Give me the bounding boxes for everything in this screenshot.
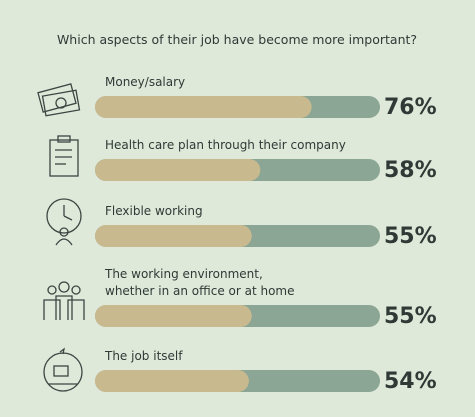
- icons: [37, 83, 85, 392]
- value-label: 58%: [384, 158, 437, 183]
- team-icon: [43, 281, 85, 320]
- category-label: The job itself: [104, 349, 183, 363]
- value-label: 76%: [384, 95, 437, 120]
- bar: [95, 370, 249, 392]
- clipboard-icon: [49, 135, 79, 177]
- bar: [95, 225, 252, 247]
- bar: [95, 305, 252, 327]
- value-label: 55%: [384, 304, 437, 329]
- category-label: Health care plan through their company: [105, 138, 346, 152]
- job-icon: [43, 347, 83, 392]
- bar: [95, 96, 312, 118]
- value-label: 54%: [384, 369, 437, 394]
- clock-icon: [46, 198, 82, 246]
- money-icon: [37, 83, 81, 117]
- value-label: 55%: [384, 224, 437, 249]
- category-label: The working environment, whether in an of…: [104, 267, 295, 298]
- bar: [95, 159, 261, 181]
- category-label: Money/salary: [105, 75, 185, 89]
- category-label: Flexible working: [105, 204, 203, 218]
- chart-title: Which aspects of their job have become m…: [57, 32, 417, 47]
